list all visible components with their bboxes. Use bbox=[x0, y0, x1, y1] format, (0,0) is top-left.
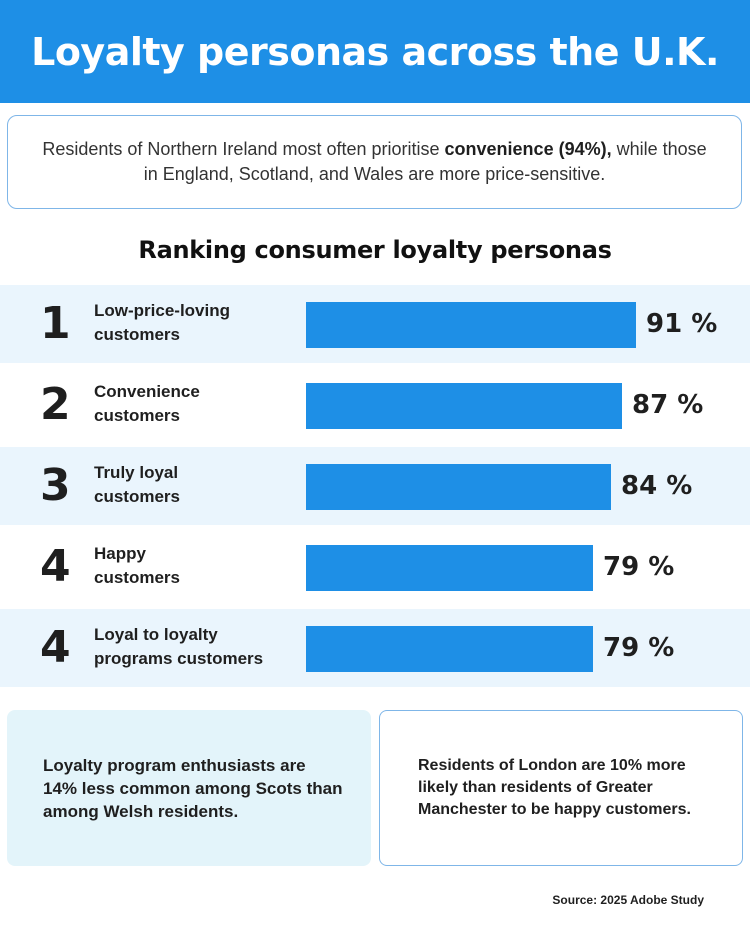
intro-text-highlight: convenience (94%), bbox=[444, 139, 612, 159]
chart-row: 2 Convenience customers 87 % bbox=[0, 366, 750, 444]
intro-text-before: Residents of Northern Ireland most often… bbox=[42, 139, 445, 159]
category-label-line: customers bbox=[94, 487, 180, 506]
fact-card-left: Loyalty program enthusiasts are 14% less… bbox=[7, 710, 371, 866]
data-label: 91 % bbox=[646, 309, 718, 339]
category-label: Loyal to loyalty programs customers bbox=[94, 623, 294, 671]
category-label-line: Low-price-loving bbox=[94, 301, 230, 320]
data-label: 79 % bbox=[603, 633, 675, 663]
category-label-line: Convenience bbox=[94, 382, 200, 401]
category-label-line: customers bbox=[94, 568, 180, 587]
rank-number: 1 bbox=[40, 298, 71, 349]
category-label-line: Loyal to loyalty bbox=[94, 625, 218, 644]
category-label-line: customers bbox=[94, 406, 180, 425]
category-label: Low-price-loving customers bbox=[94, 299, 294, 347]
chart-row: 4 Happy customers 79 % bbox=[0, 528, 750, 606]
category-label-line: Truly loyal bbox=[94, 463, 179, 482]
category-label: Convenience customers bbox=[94, 380, 294, 428]
chart-title: Ranking consumer loyalty personas bbox=[138, 236, 612, 264]
intro-text-after: while those in England, Scotland, and Wa… bbox=[143, 139, 707, 184]
bar bbox=[306, 302, 636, 348]
header-banner: Loyalty personas across the U.K. bbox=[0, 0, 750, 103]
fact-text-right: Residents of London are 10% more likely … bbox=[418, 757, 691, 818]
rank-number: 3 bbox=[40, 460, 71, 511]
category-label: Happy customers bbox=[94, 542, 294, 590]
data-label: 87 % bbox=[632, 390, 704, 420]
category-label: Truly loyal customers bbox=[94, 461, 294, 509]
bar bbox=[306, 626, 593, 672]
source-note: Source: 2025 Adobe Study bbox=[552, 893, 704, 907]
bar bbox=[306, 383, 622, 429]
data-label: 84 % bbox=[621, 471, 693, 501]
bar bbox=[306, 464, 611, 510]
data-label: 79 % bbox=[603, 552, 675, 582]
fact-card-right: Residents of London are 10% more likely … bbox=[379, 710, 743, 866]
category-label-line: customers bbox=[94, 325, 180, 344]
bar bbox=[306, 545, 593, 591]
chart-row: 4 Loyal to loyalty programs customers 79 % bbox=[0, 609, 750, 687]
rank-number: 2 bbox=[40, 379, 71, 430]
intro-text: Residents of Northern Ireland most often… bbox=[8, 137, 741, 187]
chart-row: 1 Low-price-loving customers 91 % bbox=[0, 285, 750, 363]
page-title: Loyalty personas across the U.K. bbox=[31, 29, 719, 74]
category-label-line: Happy bbox=[94, 544, 146, 563]
fact-text-left: Loyalty program enthusiasts are 14% less… bbox=[43, 755, 343, 821]
category-label-line: programs customers bbox=[94, 649, 264, 668]
rank-number: 4 bbox=[40, 622, 71, 673]
rank-number: 4 bbox=[40, 541, 71, 592]
intro-callout: Residents of Northern Ireland most often… bbox=[7, 115, 742, 209]
chart-row: 3 Truly loyal customers 84 % bbox=[0, 447, 750, 525]
